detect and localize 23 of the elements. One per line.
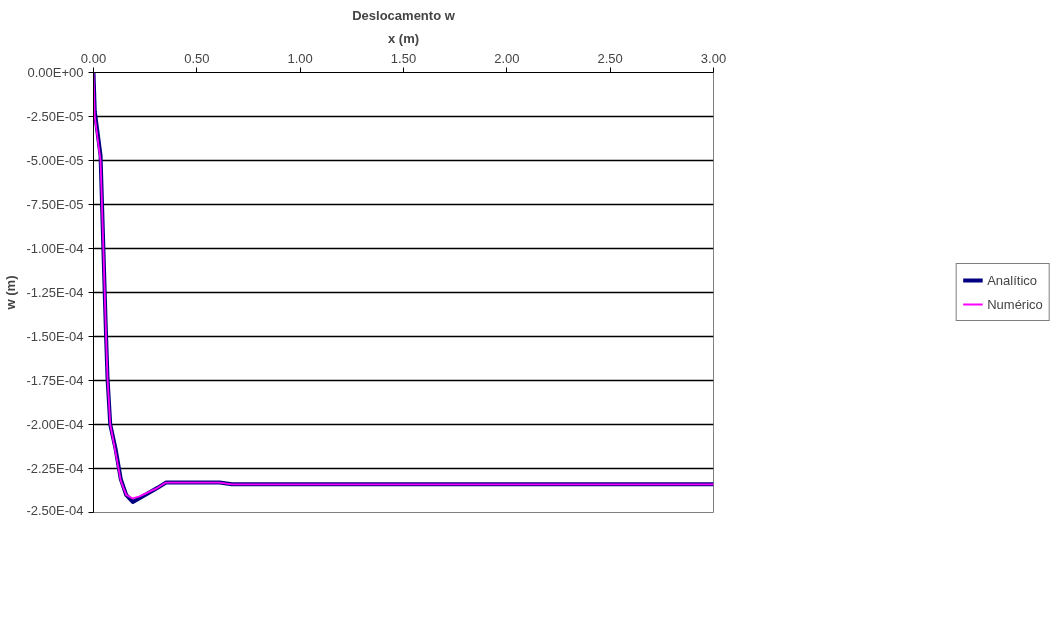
y-tick-label: -2.00E-04 bbox=[26, 417, 84, 432]
x-tick-label: 0.50 bbox=[184, 50, 210, 66]
x-tick-label: 2.50 bbox=[597, 50, 623, 66]
y-tick-label: -2.50E-05 bbox=[26, 109, 84, 124]
x-tick-label: 0.00 bbox=[80, 50, 107, 66]
x-axis-title: x (m) bbox=[387, 30, 420, 46]
y-tick-label: -1.75E-04 bbox=[26, 373, 84, 388]
y-tick-label: -7.50E-05 bbox=[26, 197, 84, 212]
x-tick-label: 1.00 bbox=[287, 50, 313, 66]
y-tick-label: -2.25E-04 bbox=[26, 461, 84, 476]
x-tick-label: 2.00 bbox=[494, 50, 520, 66]
y-tick-label: -2.50E-04 bbox=[26, 502, 84, 518]
x-tick-label: 1.50 bbox=[390, 50, 417, 66]
chart-title: Deslocamento w bbox=[352, 7, 456, 23]
legend-label: Numérico bbox=[987, 296, 1043, 312]
y-tick-label: -5.00E-05 bbox=[26, 153, 84, 168]
y-tick-label: -1.25E-04 bbox=[26, 285, 84, 300]
y-tick-label: -1.50E-04 bbox=[26, 329, 84, 344]
y-tick-label: 0.00E+00 bbox=[27, 65, 84, 80]
legend-label: Analítico bbox=[987, 272, 1038, 288]
x-tick-label: 3.00 bbox=[700, 50, 727, 66]
y-axis-title: w (m) bbox=[3, 275, 19, 311]
y-tick-label: -1.00E-04 bbox=[26, 241, 84, 256]
